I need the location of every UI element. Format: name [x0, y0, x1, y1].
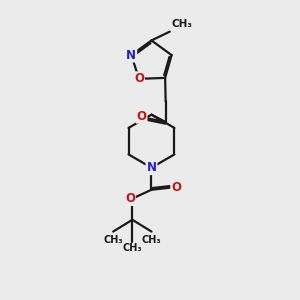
- Text: O: O: [136, 110, 146, 123]
- Text: O: O: [125, 192, 135, 205]
- Text: CH₃: CH₃: [103, 235, 123, 245]
- Text: CH₃: CH₃: [171, 19, 192, 29]
- Text: CH₃: CH₃: [122, 243, 142, 253]
- Text: N: N: [146, 161, 157, 174]
- Text: N: N: [126, 49, 136, 62]
- Text: CH₃: CH₃: [142, 235, 161, 245]
- Text: O: O: [134, 72, 144, 85]
- Text: O: O: [171, 181, 181, 194]
